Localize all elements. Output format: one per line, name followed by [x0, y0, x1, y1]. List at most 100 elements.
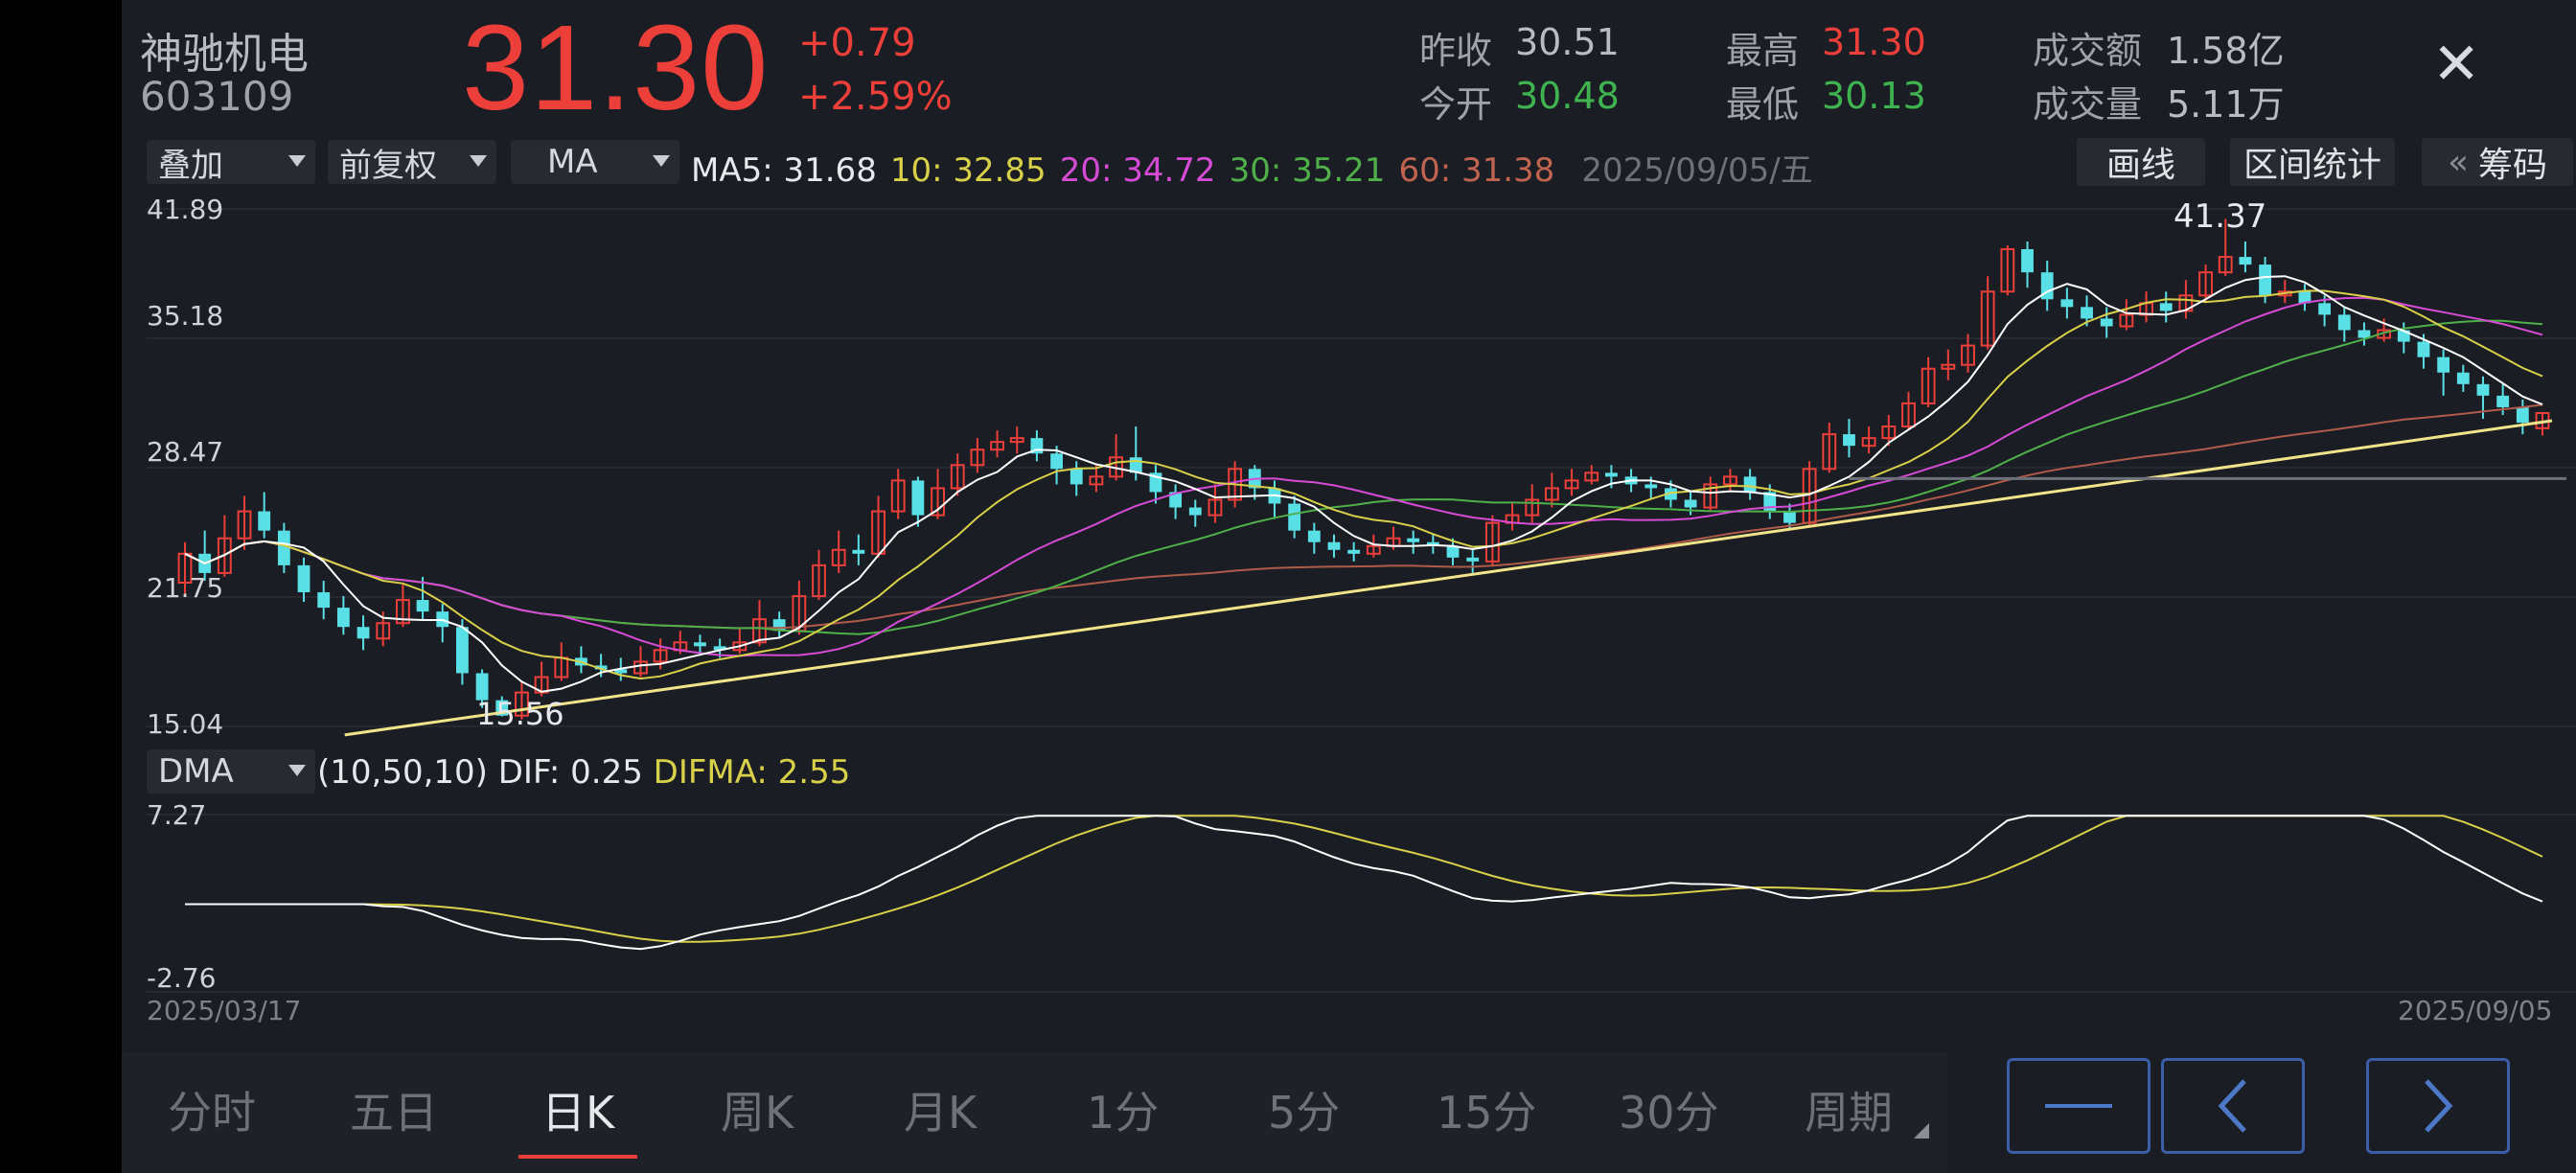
candle-body [456, 627, 469, 674]
stock-code: 603109 [140, 73, 294, 120]
indicator-dropdown[interactable]: MA [511, 140, 679, 184]
candle-body [871, 510, 886, 555]
dma-legend: (10,50,10) DIF: 0.25 DIFMA: 2.55 [317, 753, 850, 792]
candle-body [1009, 437, 1024, 444]
candle-body [831, 548, 846, 566]
tab-15min[interactable]: 15分 [1437, 1087, 1537, 1138]
tab-intraday[interactable]: 分时 [168, 1087, 256, 1138]
candle-body [1525, 498, 1540, 517]
candle-body [2100, 318, 2113, 327]
adjust-dropdown[interactable]: 前复权 [328, 140, 496, 185]
candle-body [515, 691, 529, 717]
tab-monthly-k[interactable]: 月K [904, 1087, 978, 1138]
candle-body [1980, 290, 1995, 347]
candle-body [395, 599, 410, 625]
candle-body [2318, 303, 2332, 315]
candle-body [1407, 538, 1420, 542]
candle-body [1743, 476, 1757, 493]
candle-body [633, 660, 648, 675]
candle-body [852, 549, 865, 554]
ma5-line [184, 275, 2543, 693]
candle-body [2417, 341, 2430, 357]
candle-body [1544, 487, 1559, 501]
scroll-right-button[interactable] [2366, 1058, 2510, 1154]
candle-body [1941, 363, 1956, 370]
candle-body [1861, 437, 1876, 448]
candle-body [1920, 367, 1936, 404]
turnover-label: 成交额 [2033, 30, 2143, 72]
double-chevron-left-icon: « [2447, 142, 2469, 182]
candle-body [356, 627, 370, 639]
high-label: 最高 [1726, 30, 1800, 72]
ma5-value: MA5: 31.68 [691, 151, 877, 190]
chips-button[interactable]: « 筹码 [2422, 138, 2573, 186]
candle-body [1366, 544, 1381, 555]
trend-line [344, 419, 2553, 737]
sub-indicator-dropdown[interactable]: DMA [147, 749, 315, 794]
candle-body [1684, 499, 1697, 508]
candle-body [1901, 402, 1916, 428]
chevron-right-icon [2425, 1079, 2453, 1133]
tab-1min[interactable]: 1分 [1087, 1087, 1160, 1138]
overlay-label: 叠加 [158, 146, 223, 185]
candle-body [653, 649, 668, 663]
chips-label: 筹码 [2478, 146, 2548, 185]
ma60-line [184, 403, 2543, 630]
open-label: 今开 [1419, 83, 1493, 126]
candle-body [2060, 299, 2074, 308]
candle-body [890, 479, 906, 513]
candle-body [1564, 479, 1579, 490]
candle-body [1584, 472, 1599, 482]
candle-body [594, 665, 608, 670]
candle-body [1070, 469, 1083, 485]
draw-line-button[interactable]: 画线 [2077, 138, 2205, 186]
corner-expand-icon [1914, 1123, 1929, 1138]
tab-weekly-k[interactable]: 周K [721, 1087, 794, 1138]
candle-body [1288, 503, 1301, 531]
difma-value: DIFMA: 2.55 [653, 753, 851, 792]
chevron-left-icon [2218, 1079, 2246, 1133]
tab-30min[interactable]: 30分 [1619, 1087, 1719, 1138]
candle-body [812, 564, 826, 598]
price-change: +0.79 [798, 21, 916, 65]
tab-5min[interactable]: 5分 [1268, 1087, 1341, 1138]
difma-line [185, 815, 2543, 943]
candle-body [2476, 383, 2490, 396]
candle-body [297, 564, 310, 593]
overlay-dropdown[interactable]: 叠加 [147, 140, 315, 185]
tab-daily-k[interactable]: 日K [541, 1087, 615, 1138]
ma10-value: 10: 32.85 [889, 151, 1046, 190]
chevron-down-icon [288, 155, 306, 167]
candle-body [2218, 256, 2233, 274]
candle-body [416, 600, 429, 612]
range-stats-button[interactable]: 区间统计 [2230, 138, 2395, 186]
candle-body [1208, 498, 1223, 517]
tab-period[interactable]: 周期 [1805, 1087, 1893, 1138]
y-tick-label: 41.89 [147, 194, 224, 225]
close-icon[interactable]: ✕ [2432, 31, 2481, 98]
stock-name: 神驰机电 [140, 30, 309, 79]
candle-body [1169, 492, 1183, 508]
scroll-left-button[interactable] [2161, 1058, 2305, 1154]
high-value: 31.30 [1822, 21, 1926, 63]
tab-five-day[interactable]: 五日 [350, 1087, 438, 1138]
candle-body [1050, 453, 1063, 470]
open-value: 30.48 [1515, 75, 1620, 117]
candle-body [713, 646, 726, 651]
candlestick-chart[interactable] [147, 196, 2576, 742]
sub-y-top: 7.27 [147, 799, 207, 831]
candle-body [2159, 303, 2173, 311]
y-tick-label: 35.18 [147, 300, 224, 332]
dma-chart[interactable] [147, 795, 2576, 997]
candle-body [1665, 488, 1677, 500]
ma60-value: 60: 31.38 [1398, 151, 1555, 190]
high-price-marker: 41.37 [2174, 197, 2267, 236]
period-tab-bar [122, 1052, 1947, 1173]
ma-values: MA5: 31.68 10: 32.85 20: 34.72 30: 35.21 60:… [691, 144, 1827, 191]
candle-body [1881, 426, 1897, 440]
candle-body [1446, 545, 1460, 558]
zoom-out-button[interactable] [2007, 1058, 2150, 1154]
candle-body [1188, 507, 1202, 516]
candle-body [732, 641, 748, 652]
chevron-down-icon [653, 155, 670, 167]
